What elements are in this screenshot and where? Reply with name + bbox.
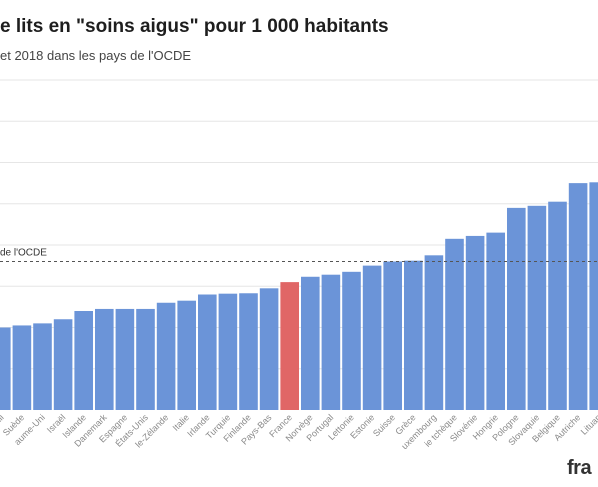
bar-2 [12, 325, 32, 410]
bar-4 [53, 319, 73, 410]
bar-6 [95, 308, 114, 410]
reference-line-group: de l'OCDE [0, 248, 598, 262]
bar-10 [177, 300, 196, 410]
bar-3 [33, 323, 52, 410]
bar-15 [280, 282, 299, 410]
brand-logo: fra [567, 457, 592, 479]
bar-26 [507, 207, 526, 410]
bar-1 [0, 327, 11, 410]
bar-21 [404, 260, 423, 410]
bar-19 [362, 265, 382, 410]
bars [0, 182, 598, 410]
chart-title-text: e lits en "soins aigus" pour 1 000 habit… [0, 16, 389, 37]
bar-11 [198, 294, 217, 410]
bar-22 [424, 255, 444, 410]
bar-20 [383, 261, 402, 410]
x-tick-label: Suisse [371, 412, 397, 438]
bar-5 [74, 311, 93, 410]
bar-27 [527, 205, 547, 410]
reference-line-label: de l'OCDE [0, 248, 47, 259]
bar-7 [115, 308, 135, 410]
bar-16 [301, 276, 320, 410]
bar-9 [156, 302, 176, 410]
bar-30 [589, 182, 598, 410]
bar-24 [465, 235, 485, 410]
bar-8 [136, 308, 155, 410]
bar-14 [259, 288, 279, 410]
chart-subtitle: et 2018 dans les pays de l'OCDE [0, 48, 192, 63]
bar-23 [445, 238, 464, 410]
bar-28 [548, 201, 567, 410]
bar-25 [486, 232, 505, 410]
bar-13 [239, 293, 258, 410]
bar-29 [568, 183, 588, 410]
bar-18 [342, 271, 361, 410]
x-tick-label: lli [0, 412, 6, 423]
bar-17 [321, 274, 341, 410]
x-tick-labels: lliSuèdeaume-UniIsraëlIslandeDanemarkEsp… [0, 412, 598, 451]
x-tick-label: Lituan [579, 412, 598, 436]
bar-12 [218, 293, 238, 410]
